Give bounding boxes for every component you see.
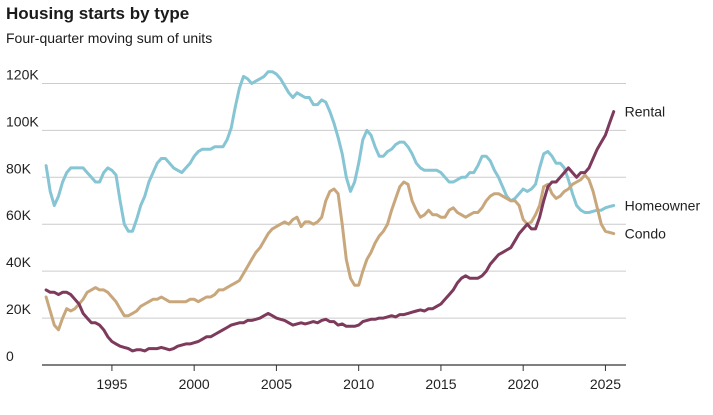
y-tick-label: 20K [6,301,32,317]
series-label-rental: Rental [625,104,665,120]
x-tick-label: 2005 [261,376,292,392]
series-line-condo [44,173,616,332]
x-tick-label: 2010 [343,376,374,392]
series-label-condo: Condo [625,226,666,242]
series-line-rental [44,110,616,353]
chart-title: Housing starts by type [6,4,190,23]
series-lines [44,70,616,353]
series-label-homeowner: Homeowner [625,197,701,213]
chart-subtitle: Four-quarter moving sum of units [6,30,213,46]
y-tick-label: 0 [6,348,14,364]
x-tick-label: 1995 [96,376,127,392]
x-tick-label: 2025 [590,376,621,392]
y-tick-label: 100K [6,113,39,129]
gridlines [42,82,626,366]
x-tick-label: 2015 [425,376,456,392]
y-tick-label: 60K [6,207,32,223]
x-axis: 1995 2000 2005 2010 2015 2020 2025 [96,365,621,392]
y-tick-label: 80K [6,160,32,176]
series-line-homeowner [44,70,616,233]
x-tick-label: 2020 [508,376,539,392]
x-tick-label: 2000 [179,376,210,392]
y-tick-label: 120K [6,66,39,82]
series-labels: Homeowner Condo Rental [625,104,701,242]
y-tick-label: 40K [6,254,32,270]
y-axis: 0 20K 40K 60K 80K 100K 120K [6,66,39,364]
